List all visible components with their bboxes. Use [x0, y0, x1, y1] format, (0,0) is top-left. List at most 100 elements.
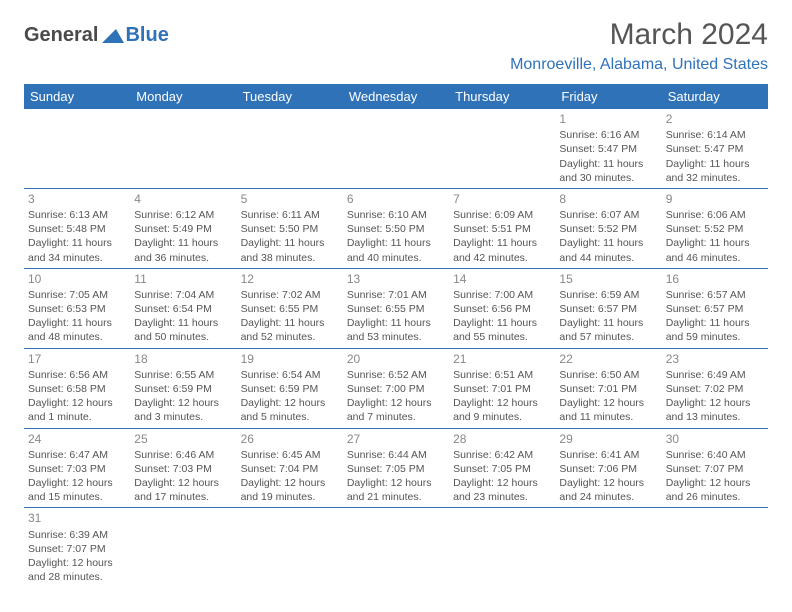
header: General Blue March 2024 Monroeville, Ala… [24, 18, 768, 74]
calendar-cell [343, 109, 449, 188]
sunrise-text: Sunrise: 6:45 AM [241, 448, 339, 462]
sunset-text: Sunset: 6:59 PM [134, 382, 232, 396]
calendar-cell: 18Sunrise: 6:55 AMSunset: 6:59 PMDayligh… [130, 348, 236, 428]
day-number: 30 [666, 431, 764, 447]
day-number: 3 [28, 191, 126, 207]
daylight-text: Daylight: 12 hours and 13 minutes. [666, 396, 764, 424]
day-header-row: Sunday Monday Tuesday Wednesday Thursday… [24, 84, 768, 109]
calendar-cell: 12Sunrise: 7:02 AMSunset: 6:55 PMDayligh… [237, 268, 343, 348]
sunset-text: Sunset: 5:51 PM [453, 222, 551, 236]
sunset-text: Sunset: 5:48 PM [28, 222, 126, 236]
sunset-text: Sunset: 5:50 PM [241, 222, 339, 236]
sunrise-text: Sunrise: 6:57 AM [666, 288, 764, 302]
daylight-text: Daylight: 12 hours and 7 minutes. [347, 396, 445, 424]
calendar-cell [662, 508, 768, 587]
sunset-text: Sunset: 7:02 PM [666, 382, 764, 396]
calendar-cell [237, 109, 343, 188]
daylight-text: Daylight: 11 hours and 30 minutes. [559, 157, 657, 185]
day-number: 15 [559, 271, 657, 287]
sunrise-text: Sunrise: 7:00 AM [453, 288, 551, 302]
calendar-cell: 31Sunrise: 6:39 AMSunset: 7:07 PMDayligh… [24, 508, 130, 587]
calendar-row: 3Sunrise: 6:13 AMSunset: 5:48 PMDaylight… [24, 188, 768, 268]
calendar-cell: 6Sunrise: 6:10 AMSunset: 5:50 PMDaylight… [343, 188, 449, 268]
sunset-text: Sunset: 5:47 PM [666, 142, 764, 156]
day-number: 11 [134, 271, 232, 287]
day-number: 6 [347, 191, 445, 207]
calendar-cell: 26Sunrise: 6:45 AMSunset: 7:04 PMDayligh… [237, 428, 343, 508]
day-number: 12 [241, 271, 339, 287]
calendar-cell [449, 508, 555, 587]
sunrise-text: Sunrise: 7:04 AM [134, 288, 232, 302]
sunset-text: Sunset: 6:57 PM [559, 302, 657, 316]
day-number: 13 [347, 271, 445, 287]
calendar-cell [343, 508, 449, 587]
calendar-cell [555, 508, 661, 587]
day-header: Monday [130, 84, 236, 109]
day-number: 16 [666, 271, 764, 287]
daylight-text: Daylight: 12 hours and 24 minutes. [559, 476, 657, 504]
calendar-row: 31Sunrise: 6:39 AMSunset: 7:07 PMDayligh… [24, 508, 768, 587]
daylight-text: Daylight: 11 hours and 53 minutes. [347, 316, 445, 344]
day-header: Sunday [24, 84, 130, 109]
daylight-text: Daylight: 11 hours and 36 minutes. [134, 236, 232, 264]
calendar-cell: 16Sunrise: 6:57 AMSunset: 6:57 PMDayligh… [662, 268, 768, 348]
day-header: Friday [555, 84, 661, 109]
calendar-cell [237, 508, 343, 587]
calendar-cell: 8Sunrise: 6:07 AMSunset: 5:52 PMDaylight… [555, 188, 661, 268]
sunrise-text: Sunrise: 6:49 AM [666, 368, 764, 382]
calendar-cell: 24Sunrise: 6:47 AMSunset: 7:03 PMDayligh… [24, 428, 130, 508]
daylight-text: Daylight: 11 hours and 55 minutes. [453, 316, 551, 344]
day-number: 8 [559, 191, 657, 207]
daylight-text: Daylight: 12 hours and 28 minutes. [28, 556, 126, 584]
sunset-text: Sunset: 5:52 PM [559, 222, 657, 236]
calendar-table: Sunday Monday Tuesday Wednesday Thursday… [24, 84, 768, 587]
sunset-text: Sunset: 6:53 PM [28, 302, 126, 316]
calendar-row: 24Sunrise: 6:47 AMSunset: 7:03 PMDayligh… [24, 428, 768, 508]
daylight-text: Daylight: 12 hours and 9 minutes. [453, 396, 551, 424]
sunset-text: Sunset: 5:50 PM [347, 222, 445, 236]
daylight-text: Daylight: 11 hours and 46 minutes. [666, 236, 764, 264]
sunset-text: Sunset: 5:47 PM [559, 142, 657, 156]
calendar-cell: 10Sunrise: 7:05 AMSunset: 6:53 PMDayligh… [24, 268, 130, 348]
calendar-row: 1Sunrise: 6:16 AMSunset: 5:47 PMDaylight… [24, 109, 768, 188]
sunrise-text: Sunrise: 6:44 AM [347, 448, 445, 462]
day-header: Thursday [449, 84, 555, 109]
sunrise-text: Sunrise: 6:10 AM [347, 208, 445, 222]
day-number: 27 [347, 431, 445, 447]
sunset-text: Sunset: 6:59 PM [241, 382, 339, 396]
calendar-row: 17Sunrise: 6:56 AMSunset: 6:58 PMDayligh… [24, 348, 768, 428]
calendar-cell: 14Sunrise: 7:00 AMSunset: 6:56 PMDayligh… [449, 268, 555, 348]
day-number: 31 [28, 510, 126, 526]
day-number: 9 [666, 191, 764, 207]
sunset-text: Sunset: 7:05 PM [453, 462, 551, 476]
sunrise-text: Sunrise: 6:11 AM [241, 208, 339, 222]
daylight-text: Daylight: 11 hours and 34 minutes. [28, 236, 126, 264]
daylight-text: Daylight: 11 hours and 38 minutes. [241, 236, 339, 264]
sunset-text: Sunset: 7:01 PM [453, 382, 551, 396]
day-number: 25 [134, 431, 232, 447]
daylight-text: Daylight: 12 hours and 21 minutes. [347, 476, 445, 504]
calendar-cell: 5Sunrise: 6:11 AMSunset: 5:50 PMDaylight… [237, 188, 343, 268]
sunrise-text: Sunrise: 6:06 AM [666, 208, 764, 222]
calendar-cell: 19Sunrise: 6:54 AMSunset: 6:59 PMDayligh… [237, 348, 343, 428]
sunset-text: Sunset: 6:56 PM [453, 302, 551, 316]
day-number: 10 [28, 271, 126, 287]
day-header: Wednesday [343, 84, 449, 109]
sunrise-text: Sunrise: 6:46 AM [134, 448, 232, 462]
sunset-text: Sunset: 7:00 PM [347, 382, 445, 396]
logo-sail-icon [102, 29, 124, 43]
sunrise-text: Sunrise: 7:05 AM [28, 288, 126, 302]
calendar-cell: 13Sunrise: 7:01 AMSunset: 6:55 PMDayligh… [343, 268, 449, 348]
daylight-text: Daylight: 11 hours and 40 minutes. [347, 236, 445, 264]
sunset-text: Sunset: 5:52 PM [666, 222, 764, 236]
logo: General Blue [24, 18, 169, 47]
daylight-text: Daylight: 12 hours and 3 minutes. [134, 396, 232, 424]
calendar-cell: 21Sunrise: 6:51 AMSunset: 7:01 PMDayligh… [449, 348, 555, 428]
day-number: 24 [28, 431, 126, 447]
calendar-cell: 28Sunrise: 6:42 AMSunset: 7:05 PMDayligh… [449, 428, 555, 508]
sunrise-text: Sunrise: 7:01 AM [347, 288, 445, 302]
day-number: 20 [347, 351, 445, 367]
day-number: 29 [559, 431, 657, 447]
sunrise-text: Sunrise: 6:40 AM [666, 448, 764, 462]
day-header: Tuesday [237, 84, 343, 109]
